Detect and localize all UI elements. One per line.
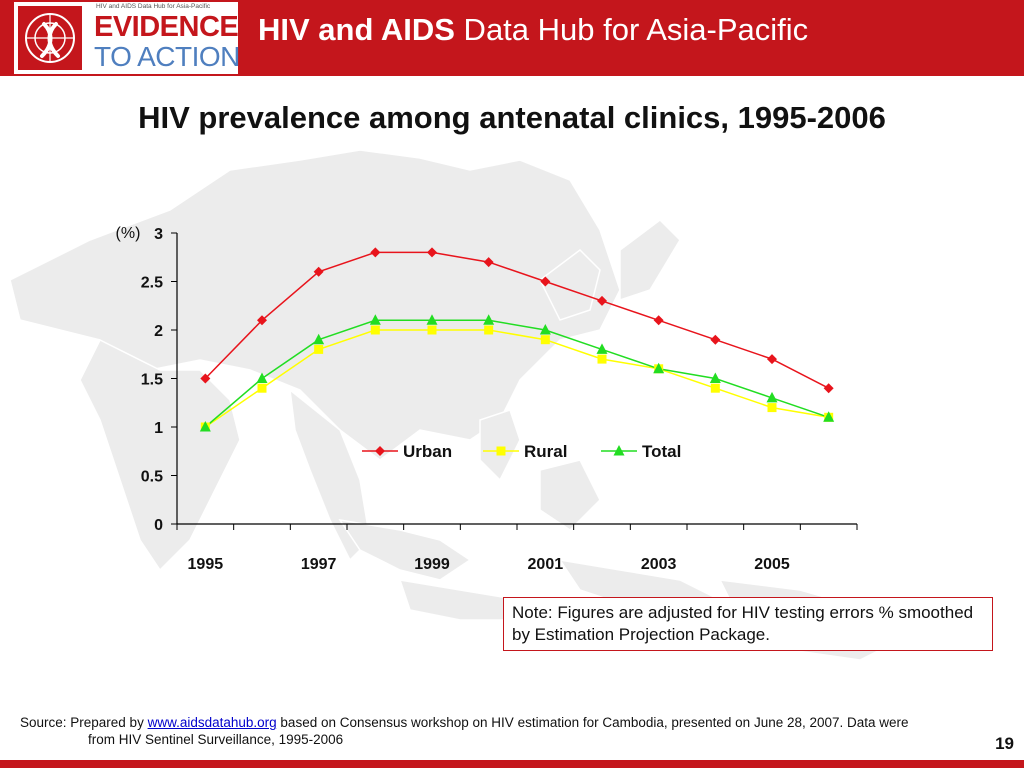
header-title-rest: Data Hub for Asia-Pacific	[454, 12, 809, 47]
page-number: 19	[995, 734, 1014, 753]
header-title-bold: HIV and AIDS	[258, 12, 455, 47]
logo-evidence: EVIDENCE	[94, 11, 239, 43]
legend-marker	[375, 446, 385, 456]
data-point-total	[426, 314, 438, 325]
data-point-total	[653, 362, 665, 374]
y-tick-label: 1	[154, 420, 163, 437]
series-markers-urban	[200, 247, 834, 394]
data-point-urban	[597, 295, 607, 306]
series-line-rural	[204, 329, 829, 428]
y-tick-label: 2	[154, 323, 163, 340]
logo-to-action: TO ACTION	[94, 41, 240, 72]
legend-label: Urban	[403, 442, 452, 461]
data-point-total	[483, 314, 495, 325]
y-tick-label: 2.5	[141, 275, 163, 292]
legend-label: Total	[642, 442, 681, 461]
y-tick-label: 0.5	[141, 469, 163, 486]
logo-caption: HIV and AIDS Data Hub for Asia-Pacific	[96, 3, 211, 10]
data-point-urban	[257, 315, 267, 326]
data-point-urban	[767, 354, 777, 365]
legend-item-urban: Urban	[362, 442, 452, 461]
legend-item-total: Total	[601, 442, 681, 461]
data-point-rural	[427, 325, 437, 335]
data-point-rural	[767, 403, 777, 413]
data-point-urban	[427, 247, 437, 258]
x-tick-label: 2003	[641, 556, 677, 573]
series-markers-rural	[200, 325, 834, 432]
data-point-urban	[540, 276, 551, 287]
x-tick-label: 1997	[301, 556, 337, 573]
data-point-total	[199, 421, 211, 432]
data-point-total	[539, 324, 551, 335]
legend-marker	[613, 445, 625, 456]
y-tick-label: 3	[154, 226, 163, 243]
source-text: Source: Prepared by www.aidsdatahub.org …	[20, 714, 1010, 748]
un-emblem-icon	[18, 6, 82, 70]
data-point-urban	[653, 315, 664, 326]
data-point-rural	[370, 325, 380, 335]
footer-bar	[0, 760, 1024, 768]
data-point-urban	[823, 383, 834, 394]
data-point-rural	[597, 354, 607, 364]
y-tick-label: 0	[154, 517, 163, 534]
logo: HIV and AIDS Data Hub for Asia-Pacific E…	[14, 2, 240, 74]
data-point-rural	[710, 383, 720, 393]
slide-title: HIV prevalence among antenatal clinics, …	[138, 100, 886, 135]
header-title: HIV and AIDS Data Hub for Asia-Pacific	[258, 12, 808, 48]
data-point-total	[823, 411, 835, 422]
source-suffix: based on Consensus workshop on HIV estim…	[276, 715, 909, 730]
source-line2: from HIV Sentinel Surveillance, 1995-200…	[88, 732, 344, 747]
note-box: Note: Figures are adjusted for HIV testi…	[503, 597, 993, 651]
data-point-urban	[483, 257, 494, 268]
legend-item-rural: Rural	[483, 442, 567, 461]
source-link[interactable]: www.aidsdatahub.org	[147, 715, 277, 730]
series-line-total	[204, 319, 829, 428]
data-point-total	[256, 372, 268, 383]
data-point-total	[709, 372, 721, 383]
data-point-rural	[314, 344, 324, 354]
data-point-total	[596, 343, 608, 354]
x-tick-label: 2005	[754, 556, 790, 573]
x-tick-label: 1995	[188, 556, 224, 573]
asia-pacific-map-background	[9, 149, 902, 661]
series-markers-total	[199, 314, 835, 432]
legend-label: Rural	[524, 442, 567, 461]
data-point-urban	[710, 334, 721, 345]
y-tick-label: 1.5	[141, 372, 163, 389]
x-tick-label: 1999	[414, 556, 450, 573]
data-point-total	[313, 333, 325, 345]
data-point-total	[766, 391, 778, 403]
data-point-rural	[540, 335, 550, 345]
source-prefix: Source: Prepared by	[20, 715, 148, 730]
legend-marker	[496, 446, 506, 456]
x-tick-label: 2001	[528, 556, 564, 573]
header-bar: HIV and AIDS Data Hub for Asia-Pacific E…	[0, 0, 1024, 76]
data-point-total	[369, 314, 381, 325]
data-point-urban	[370, 247, 381, 258]
series-line-urban	[204, 251, 830, 389]
data-point-rural	[484, 325, 494, 335]
data-point-urban	[313, 266, 324, 277]
data-point-urban	[200, 373, 211, 384]
data-point-rural	[257, 383, 267, 393]
y-axis-label: (%)	[116, 225, 141, 242]
